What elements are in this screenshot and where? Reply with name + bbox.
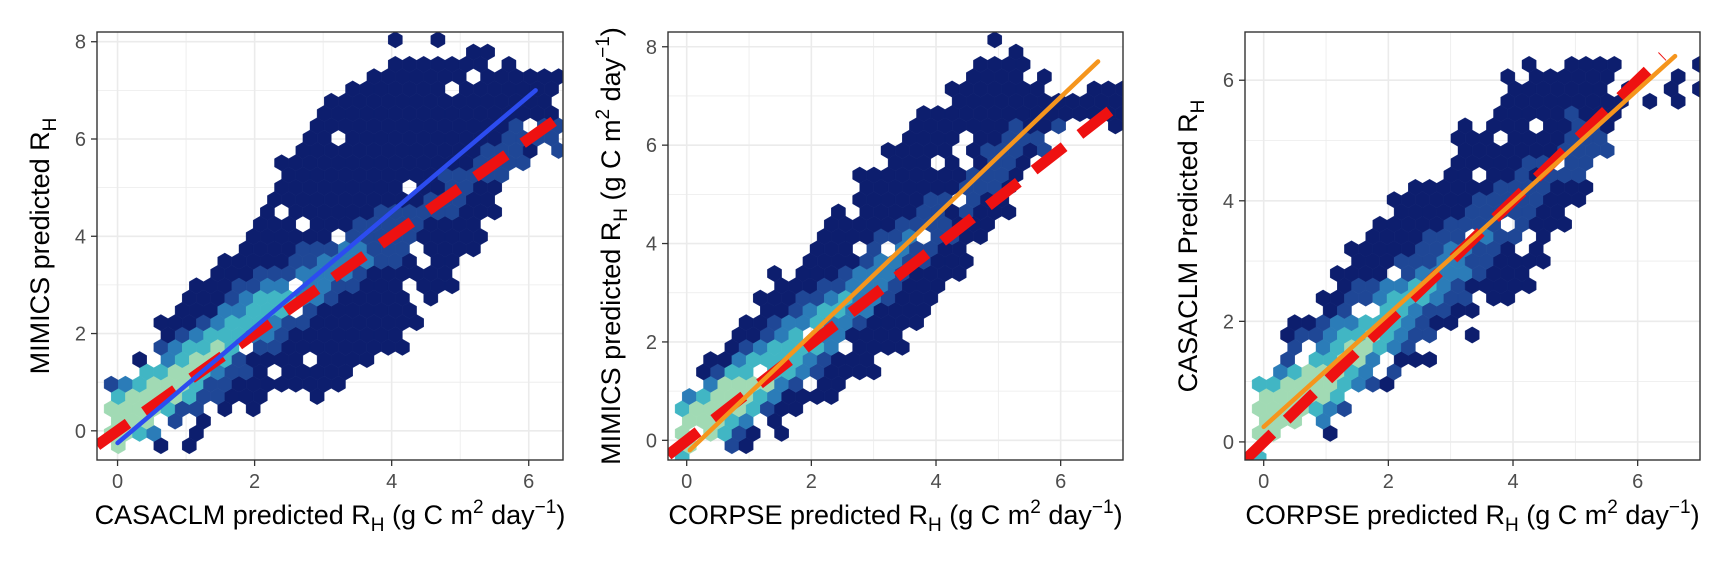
y-axis-title-sub: H bbox=[611, 208, 632, 222]
y-tick-label: 8 bbox=[75, 32, 86, 54]
y-axis-title-post2: day bbox=[596, 57, 626, 109]
x-tick-label: 6 bbox=[523, 471, 534, 493]
y-tick-label: 8 bbox=[646, 37, 657, 59]
x-axis-title-sup2: −1 bbox=[1669, 497, 1691, 518]
regression-line bbox=[687, 59, 1101, 453]
y-axis-title-sup: 2 bbox=[593, 109, 614, 120]
hex-cell bbox=[1521, 55, 1537, 73]
x-axis-title: CORPSE predicted RH (g C m2 day−1) bbox=[668, 497, 1122, 536]
y-tick-label: 0 bbox=[75, 421, 86, 443]
hex-cell bbox=[430, 32, 446, 49]
x-axis-title-sup: 2 bbox=[1607, 497, 1618, 518]
y-tick-label: 4 bbox=[646, 234, 657, 256]
x-axis-title-sup2: −1 bbox=[1092, 497, 1114, 518]
y-axis-title-pre: MIMICS predicted R bbox=[596, 222, 626, 465]
x-tick-label: 4 bbox=[1507, 471, 1518, 493]
x-axis-title: CASACLM predicted RH (g C m2 day−1) bbox=[95, 497, 566, 536]
panel-border bbox=[1244, 31, 1701, 461]
panel-border bbox=[667, 31, 1124, 461]
y-axis-title-post: (g C m bbox=[596, 119, 626, 208]
x-tick-label: 0 bbox=[681, 471, 692, 493]
x-axis-title-pre: CORPSE predicted R bbox=[1245, 500, 1505, 530]
x-axis-title-sup: 2 bbox=[473, 497, 484, 518]
x-axis-title-post: (g C m bbox=[1519, 500, 1608, 530]
x-axis-title: CORPSE predicted RH (g C m2 day−1) bbox=[1245, 497, 1699, 536]
x-axis-title-post2: day bbox=[1618, 500, 1670, 530]
hex-cell bbox=[987, 32, 1002, 49]
y-tick-label: 4 bbox=[75, 226, 86, 248]
x-axis-title-pre: CORPSE predicted R bbox=[668, 500, 928, 530]
y-axis-title-sub: H bbox=[1188, 100, 1209, 114]
x-tick-label: 2 bbox=[806, 471, 817, 493]
x-tick-label: 0 bbox=[112, 471, 123, 493]
y-tick-label: 2 bbox=[1223, 311, 1234, 333]
y-tick-label: 6 bbox=[646, 135, 657, 157]
x-axis-title-post3: ) bbox=[1691, 500, 1700, 530]
hex-cell bbox=[1457, 117, 1473, 135]
y-tick-label: 6 bbox=[75, 129, 86, 151]
y-tick-label: 0 bbox=[646, 430, 657, 452]
x-axis-title-sub: H bbox=[928, 515, 942, 536]
hex-cell bbox=[767, 265, 782, 282]
hex-cell bbox=[480, 43, 495, 61]
hex-cell bbox=[1008, 43, 1024, 61]
x-axis-title-sup2: −1 bbox=[535, 497, 557, 518]
hex-cell bbox=[831, 203, 846, 221]
x-tick-label: 0 bbox=[1258, 471, 1269, 493]
hex-cell bbox=[1606, 55, 1622, 73]
panel-border bbox=[96, 31, 564, 461]
x-axis-title-post3: ) bbox=[1114, 500, 1123, 530]
hex-cell bbox=[388, 32, 403, 49]
x-tick-label: 4 bbox=[930, 471, 941, 493]
hex-cell bbox=[501, 55, 517, 73]
y-axis-title-pre: CASACLM Predicted R bbox=[1173, 113, 1203, 392]
hex-cell bbox=[132, 351, 147, 369]
x-axis-title-pre: CASACLM predicted R bbox=[95, 500, 371, 530]
hex-cell bbox=[1500, 68, 1516, 86]
one-to-one-line bbox=[97, 110, 563, 450]
x-axis-title-post2: day bbox=[1041, 500, 1093, 530]
y-axis-title-pre: MIMICS predicted R bbox=[25, 131, 55, 374]
y-axis-title-sup2: −1 bbox=[593, 36, 614, 58]
y-tick-label: 4 bbox=[1223, 191, 1234, 213]
y-tick-label: 2 bbox=[75, 324, 86, 346]
hex-cell bbox=[1642, 92, 1658, 110]
y-tick-label: 0 bbox=[1223, 432, 1234, 454]
y-axis-title: CASACLM Predicted RH bbox=[1173, 100, 1209, 393]
x-axis-title-post: (g C m bbox=[942, 500, 1031, 530]
hex-cell bbox=[1670, 68, 1686, 86]
x-axis-title-sub: H bbox=[371, 515, 385, 536]
hexbin-layer bbox=[103, 32, 563, 455]
y-axis-title-sub: H bbox=[40, 118, 61, 132]
regression-line bbox=[115, 88, 538, 446]
hexbin-layer bbox=[674, 32, 1123, 460]
hex-cell bbox=[551, 68, 563, 86]
y-axis-title: MIMICS predicted RH (g C m2 day−1) bbox=[593, 27, 632, 465]
x-tick-label: 6 bbox=[1632, 471, 1643, 493]
y-tick-label: 6 bbox=[1223, 70, 1234, 92]
y-tick-label: 2 bbox=[646, 332, 657, 354]
y-axis-title-post3: ) bbox=[596, 27, 626, 36]
hex-cell bbox=[1037, 68, 1052, 86]
x-axis-title-sup: 2 bbox=[1030, 497, 1041, 518]
x-axis-title-sub: H bbox=[1505, 515, 1519, 536]
x-axis-title-post: (g C m bbox=[385, 500, 474, 530]
x-tick-label: 4 bbox=[386, 471, 397, 493]
one-to-one-line bbox=[668, 96, 1123, 460]
x-tick-label: 6 bbox=[1055, 471, 1066, 493]
x-tick-label: 2 bbox=[249, 471, 260, 493]
x-tick-label: 2 bbox=[1383, 471, 1394, 493]
y-axis-title: MIMICS predicted RH bbox=[25, 118, 61, 375]
regression-line bbox=[1261, 53, 1678, 430]
hex-cell bbox=[1464, 326, 1480, 344]
hex-cell bbox=[1422, 351, 1437, 369]
x-axis-title-post3: ) bbox=[556, 500, 565, 530]
x-axis-title-post2: day bbox=[484, 500, 536, 530]
